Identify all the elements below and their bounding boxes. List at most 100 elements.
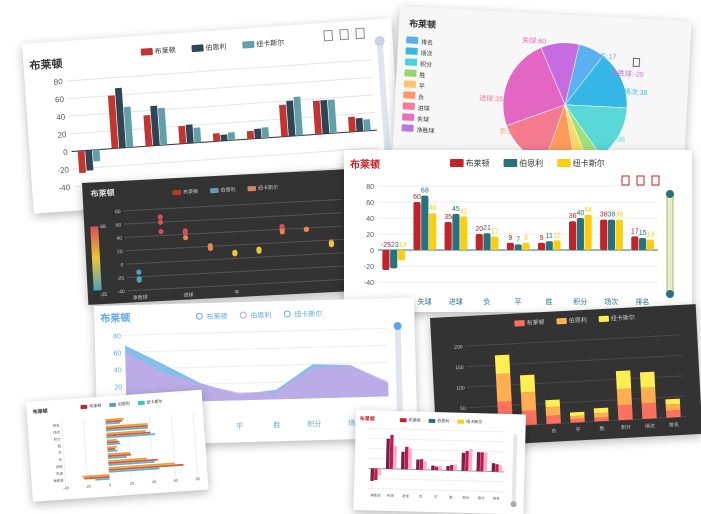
bar[interactable] xyxy=(77,150,87,174)
scatter-point[interactable] xyxy=(182,230,188,236)
bar[interactable] xyxy=(85,150,94,171)
bar-segment[interactable] xyxy=(617,404,633,421)
bar[interactable] xyxy=(389,434,394,469)
bar-segment[interactable] xyxy=(616,388,633,406)
pie-slice[interactable] xyxy=(564,54,630,109)
bar[interactable] xyxy=(434,466,439,471)
bar[interactable] xyxy=(108,458,158,464)
scatter-point[interactable] xyxy=(207,245,213,251)
bar[interactable] xyxy=(460,216,468,250)
bar[interactable] xyxy=(480,452,484,472)
bar-segment[interactable] xyxy=(546,415,561,425)
bar[interactable] xyxy=(438,465,442,471)
bar[interactable] xyxy=(150,105,160,146)
bar[interactable] xyxy=(431,465,435,471)
bar[interactable] xyxy=(514,244,522,250)
legend-swatch[interactable] xyxy=(556,317,567,325)
bar[interactable] xyxy=(537,242,546,250)
bar[interactable] xyxy=(370,468,375,481)
bar[interactable] xyxy=(506,242,514,250)
bar[interactable] xyxy=(108,455,127,459)
legend-swatch[interactable] xyxy=(109,402,117,408)
chart3-visualmap[interactable]: 68 -25 xyxy=(90,224,110,299)
bar[interactable] xyxy=(157,107,168,146)
bar[interactable] xyxy=(107,451,130,456)
legend-swatch[interactable] xyxy=(503,159,518,167)
bar[interactable] xyxy=(498,465,503,472)
bar-segment[interactable] xyxy=(615,370,632,390)
bar[interactable] xyxy=(615,219,623,250)
bar[interactable] xyxy=(404,446,409,470)
bar[interactable] xyxy=(553,240,561,250)
bar[interactable] xyxy=(246,130,255,140)
bar[interactable] xyxy=(92,149,101,162)
bar[interactable] xyxy=(522,242,530,250)
bar[interactable] xyxy=(106,429,146,435)
bar-segment[interactable] xyxy=(665,398,681,405)
bar[interactable] xyxy=(545,241,553,250)
bar-segment[interactable] xyxy=(639,371,656,388)
bar[interactable] xyxy=(382,250,390,270)
bar[interactable] xyxy=(377,468,382,476)
legend-swatch[interactable] xyxy=(403,80,417,88)
bar[interactable] xyxy=(106,440,120,444)
bar[interactable] xyxy=(107,445,118,449)
chart8-datazoom[interactable] xyxy=(510,434,519,508)
chart1-toolbox[interactable] xyxy=(323,27,365,42)
bar[interactable] xyxy=(105,424,148,430)
bar[interactable] xyxy=(286,100,296,137)
bar-segment[interactable] xyxy=(594,417,609,422)
scatter-point[interactable] xyxy=(136,269,142,275)
bar[interactable] xyxy=(107,453,132,458)
bar[interactable] xyxy=(576,218,584,250)
legend-swatch[interactable] xyxy=(404,69,417,77)
bar[interactable] xyxy=(453,464,458,471)
bar[interactable] xyxy=(374,468,378,481)
bar[interactable] xyxy=(390,250,398,269)
legend-swatch[interactable] xyxy=(405,47,418,55)
legend-swatch[interactable] xyxy=(399,418,407,423)
bar-segment[interactable] xyxy=(520,391,537,411)
bar[interactable] xyxy=(123,106,134,148)
legend-swatch[interactable] xyxy=(242,40,255,49)
bar[interactable] xyxy=(107,449,118,453)
bar[interactable] xyxy=(476,452,481,472)
bar[interactable] xyxy=(81,473,110,478)
chart4-toolbox[interactable] xyxy=(621,175,660,186)
legend-swatch[interactable] xyxy=(80,404,88,410)
bar[interactable] xyxy=(106,426,148,432)
bar-segment[interactable] xyxy=(545,399,561,408)
bar[interactable] xyxy=(220,134,228,142)
bar[interactable] xyxy=(108,457,147,463)
legend-swatch[interactable] xyxy=(450,159,464,167)
bar[interactable] xyxy=(279,104,289,137)
bar[interactable] xyxy=(423,461,427,470)
legend-swatch[interactable] xyxy=(137,400,145,406)
legend-swatch[interactable] xyxy=(404,58,418,66)
bar[interactable] xyxy=(193,127,202,143)
legend-swatch[interactable] xyxy=(457,419,465,424)
bar-segment[interactable] xyxy=(640,387,656,404)
bar[interactable] xyxy=(107,95,119,149)
bar-segment[interactable] xyxy=(665,410,681,418)
legend-swatch[interactable] xyxy=(402,113,415,121)
scatter-point[interactable] xyxy=(303,226,309,232)
legend-swatch[interactable] xyxy=(172,189,182,196)
legend-swatch[interactable] xyxy=(247,185,257,192)
bar[interactable] xyxy=(444,222,452,250)
bar-segment[interactable] xyxy=(519,374,536,393)
bar[interactable] xyxy=(109,467,160,473)
bar[interactable] xyxy=(461,452,466,471)
bar[interactable] xyxy=(421,195,429,250)
legend-swatch[interactable] xyxy=(210,187,219,194)
bar[interactable] xyxy=(429,213,437,250)
bar[interactable] xyxy=(363,119,371,132)
bar[interactable] xyxy=(293,96,303,136)
bar-segment[interactable] xyxy=(495,373,512,402)
bar[interactable] xyxy=(449,464,454,471)
bar[interactable] xyxy=(385,438,390,469)
bar[interactable] xyxy=(114,87,126,149)
legend-swatch[interactable] xyxy=(283,310,291,318)
bar[interactable] xyxy=(178,125,187,144)
bar[interactable] xyxy=(416,459,420,470)
